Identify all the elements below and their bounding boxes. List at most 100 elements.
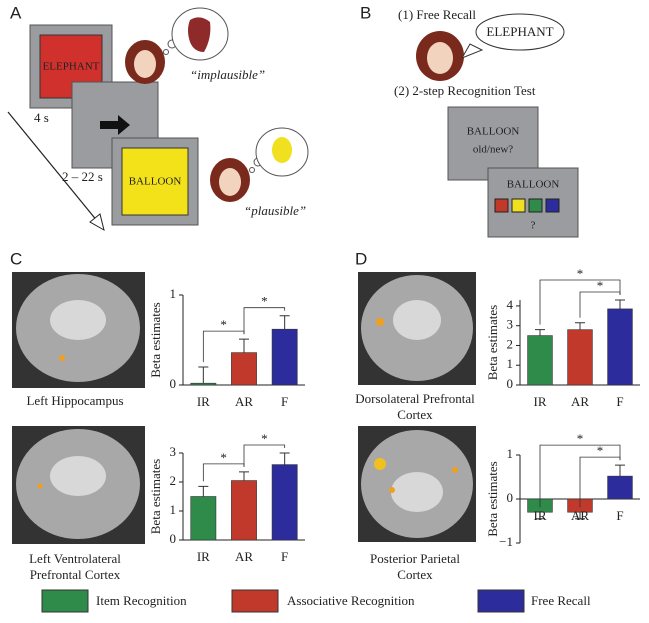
bar bbox=[607, 475, 633, 500]
panel-label: D bbox=[355, 249, 367, 268]
region-caption: Cortex bbox=[397, 407, 433, 422]
test-question: ? bbox=[531, 220, 536, 232]
option-square bbox=[545, 198, 560, 213]
balloon-icon bbox=[272, 137, 292, 163]
error-bar bbox=[575, 322, 585, 330]
test-question: old/new? bbox=[473, 144, 513, 156]
arrow-icon bbox=[100, 115, 130, 135]
y-tick-label: 3 bbox=[507, 317, 514, 332]
duration: 2 – 22 s bbox=[62, 169, 103, 184]
y-tick-label: 0 bbox=[170, 531, 177, 546]
significance-bracket bbox=[539, 279, 621, 325]
bubble-dot bbox=[163, 49, 169, 55]
y-axis-label: Beta estimates bbox=[485, 461, 500, 536]
error-bar bbox=[279, 315, 290, 330]
significance-label: * bbox=[261, 294, 268, 309]
step-label: (2) 2-step Recognition Test bbox=[394, 83, 536, 98]
significance-label: * bbox=[220, 450, 227, 465]
y-tick-label: 0 bbox=[170, 376, 177, 391]
arrow-head bbox=[89, 213, 105, 232]
brain-image bbox=[358, 272, 476, 385]
significance-bracket bbox=[243, 307, 286, 335]
error-bar bbox=[198, 366, 209, 384]
bar bbox=[271, 328, 298, 386]
face-icon bbox=[416, 31, 464, 81]
x-tick-label: AR bbox=[571, 508, 589, 523]
y-tick-label: 1 bbox=[170, 286, 177, 301]
duration: 4 s bbox=[34, 110, 49, 125]
legend-swatch bbox=[231, 589, 279, 613]
error-bar bbox=[279, 452, 290, 465]
region-caption: Dorsolateral Prefrontal bbox=[355, 391, 475, 406]
bar bbox=[190, 382, 217, 386]
panel-label: B bbox=[360, 3, 371, 22]
x-tick-label: IR bbox=[534, 508, 547, 523]
face-icon bbox=[210, 158, 250, 202]
error-bar bbox=[615, 299, 625, 309]
x-tick-label: IR bbox=[534, 394, 547, 409]
significance-label: * bbox=[597, 443, 604, 458]
x-tick-label: IR bbox=[197, 549, 210, 564]
speech-tail bbox=[460, 43, 484, 59]
legend-label: Associative Recognition bbox=[287, 593, 415, 608]
option-square bbox=[528, 198, 543, 213]
y-tick-label: −1 bbox=[499, 534, 513, 549]
y-tick-label: 0 bbox=[507, 490, 514, 505]
y-tick-label: 1 bbox=[507, 446, 514, 461]
judgment: “implausible” bbox=[190, 67, 265, 82]
legend-label: Free Recall bbox=[531, 593, 591, 608]
region-caption: Cortex bbox=[397, 567, 433, 582]
time-arrow bbox=[7, 111, 99, 223]
screen-word: ELEPHANT bbox=[43, 61, 100, 73]
bar bbox=[607, 308, 633, 386]
x-tick-label: AR bbox=[571, 394, 589, 409]
x-tick-label: F bbox=[281, 549, 288, 564]
significance-label: * bbox=[220, 317, 227, 332]
panel-label: C bbox=[10, 249, 22, 268]
screen-word: BALLOON bbox=[129, 176, 182, 188]
y-axis-label: Beta estimates bbox=[485, 305, 500, 380]
step-label: (1) Free Recall bbox=[398, 7, 476, 22]
x-tick-label: F bbox=[616, 394, 623, 409]
legend-swatch bbox=[477, 589, 525, 613]
option-square bbox=[511, 198, 526, 213]
legend-swatch bbox=[41, 589, 89, 613]
y-tick-label: 1 bbox=[507, 356, 514, 371]
x-tick-label: AR bbox=[235, 549, 253, 564]
bar bbox=[190, 496, 217, 541]
speech-bubble bbox=[475, 13, 565, 51]
error-bar bbox=[615, 464, 625, 477]
error-bar bbox=[239, 471, 249, 481]
y-axis-label: Beta estimates bbox=[148, 459, 163, 534]
face-icon bbox=[125, 40, 165, 84]
x-tick-label: IR bbox=[197, 394, 210, 409]
brain-image bbox=[12, 272, 145, 388]
y-tick-label: 3 bbox=[170, 444, 177, 459]
significance-bracket bbox=[579, 456, 621, 508]
y-axis-label: Beta estimates bbox=[148, 302, 163, 377]
judgment: “plausible” bbox=[244, 203, 306, 218]
y-tick-label: 4 bbox=[507, 297, 514, 312]
legend-label: Item Recognition bbox=[96, 593, 187, 608]
significance-bracket bbox=[539, 444, 621, 508]
region-caption: Left Ventrolateral bbox=[29, 551, 121, 566]
significance-label: * bbox=[577, 266, 584, 281]
error-bar bbox=[535, 329, 545, 336]
test-word: BALLOON bbox=[507, 179, 560, 191]
error-bar bbox=[575, 512, 585, 520]
bar bbox=[231, 352, 257, 386]
y-tick-label: 2 bbox=[507, 336, 514, 351]
bar bbox=[231, 480, 257, 541]
error-bar bbox=[198, 485, 209, 497]
bar bbox=[527, 335, 553, 386]
region-caption: Prefrontal Cortex bbox=[30, 567, 121, 582]
significance-label: * bbox=[597, 278, 604, 293]
y-tick-label: 0 bbox=[507, 376, 514, 391]
recall-word: ELEPHANT bbox=[486, 24, 553, 39]
brain-image bbox=[12, 426, 145, 544]
brain-image bbox=[358, 426, 476, 542]
significance-bracket bbox=[202, 463, 245, 482]
bar bbox=[271, 464, 298, 541]
panel-label: A bbox=[10, 3, 22, 22]
